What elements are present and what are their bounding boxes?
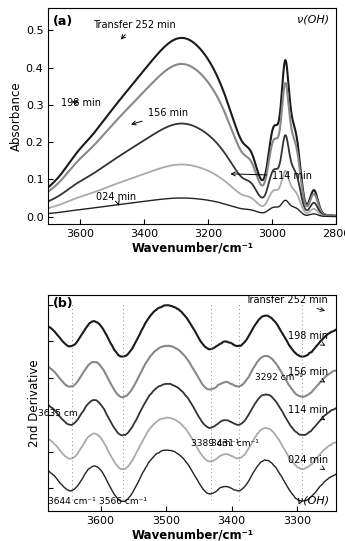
Text: 3635 cm: 3635 cm: [38, 410, 78, 418]
Y-axis label: 2nd Derivative: 2nd Derivative: [28, 359, 41, 447]
Text: 114 min: 114 min: [231, 170, 312, 181]
X-axis label: Wavenumber/cm⁻¹: Wavenumber/cm⁻¹: [131, 529, 253, 541]
Y-axis label: Absorbance: Absorbance: [10, 81, 23, 151]
Text: Transfer 252 min: Transfer 252 min: [245, 295, 328, 312]
Text: 156 min: 156 min: [132, 108, 188, 125]
Text: ν(OH): ν(OH): [297, 496, 329, 506]
Text: 198 min: 198 min: [288, 331, 328, 345]
Text: 024 min: 024 min: [96, 192, 136, 205]
Text: (b): (b): [53, 298, 73, 311]
Text: 3644 cm⁻¹: 3644 cm⁻¹: [48, 497, 96, 506]
Text: ν(OH): ν(OH): [297, 15, 329, 24]
Text: 3389 cm⁻¹: 3389 cm⁻¹: [191, 439, 239, 447]
Text: 3431 cm⁻¹: 3431 cm⁻¹: [211, 439, 259, 447]
Text: 198 min: 198 min: [61, 98, 101, 108]
Text: (a): (a): [53, 15, 73, 28]
Text: 114 min: 114 min: [288, 405, 328, 420]
X-axis label: Wavenumber/cm⁻¹: Wavenumber/cm⁻¹: [131, 242, 253, 255]
Text: 156 min: 156 min: [288, 367, 328, 382]
Text: 3292 cm⁻¹: 3292 cm⁻¹: [255, 373, 302, 382]
Text: 024 min: 024 min: [288, 455, 328, 470]
Text: 3566 cm⁻¹: 3566 cm⁻¹: [99, 497, 147, 506]
Text: Transfer 252 min: Transfer 252 min: [93, 20, 176, 39]
